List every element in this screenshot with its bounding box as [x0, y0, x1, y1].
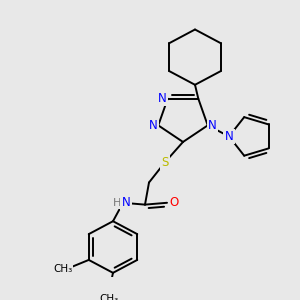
Text: N: N [225, 130, 233, 143]
Text: N: N [208, 119, 217, 132]
Text: S: S [161, 156, 169, 169]
Text: CH₃: CH₃ [53, 264, 72, 274]
Text: N: N [149, 119, 158, 132]
Text: O: O [169, 196, 178, 209]
Text: N: N [122, 196, 130, 209]
Text: N: N [158, 92, 167, 105]
Text: H: H [113, 198, 121, 208]
Text: CH₃: CH₃ [99, 294, 119, 300]
